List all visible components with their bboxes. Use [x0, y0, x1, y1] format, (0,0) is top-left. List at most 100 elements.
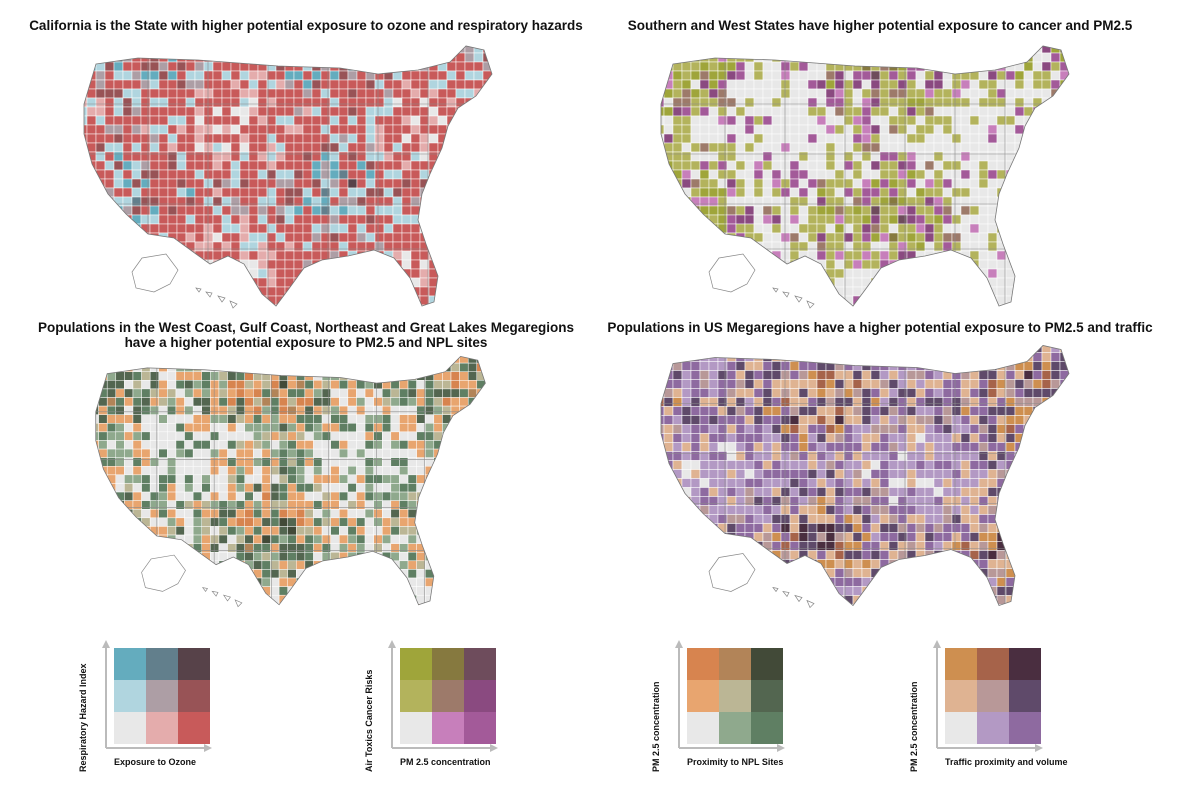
county-cell	[485, 362, 486, 372]
county-cell	[399, 560, 409, 570]
county-cell	[383, 115, 394, 126]
county-cell	[248, 115, 259, 126]
county-cell	[302, 124, 313, 135]
county-cell	[221, 46, 232, 54]
county-cell	[951, 79, 962, 90]
county-cell	[158, 97, 169, 108]
county-cell	[433, 356, 443, 364]
county-cell	[861, 160, 872, 171]
county-cell	[442, 388, 452, 398]
county-cell	[132, 517, 142, 527]
county-cell	[419, 142, 430, 153]
county-cell	[690, 106, 701, 117]
county-cell	[455, 232, 466, 243]
county-cell	[861, 345, 872, 353]
county-cell	[753, 277, 764, 288]
county-cell	[503, 595, 512, 604]
county-cell	[356, 414, 366, 424]
county-cell	[753, 379, 764, 389]
county-cell	[951, 295, 962, 306]
county-cell	[248, 151, 259, 162]
county-cell	[852, 169, 863, 180]
county-cell	[1059, 406, 1069, 416]
county-cell	[356, 543, 366, 553]
county-cell	[762, 232, 773, 243]
county-cell	[870, 70, 881, 81]
county-cell	[762, 160, 773, 171]
county-cell	[321, 500, 331, 510]
county-cell	[960, 61, 971, 72]
county-cell	[1041, 370, 1052, 380]
county-cell	[321, 474, 331, 484]
county-cell	[879, 115, 890, 126]
county-cell	[1059, 124, 1069, 135]
county-cell	[735, 345, 746, 353]
county-cell	[382, 448, 392, 458]
county-cell	[410, 241, 421, 252]
county-cell	[176, 277, 187, 288]
county-cell	[510, 116, 519, 125]
county-cell	[113, 232, 124, 243]
county-cell	[459, 397, 469, 407]
county-cell	[227, 423, 237, 433]
county-cell	[969, 124, 980, 135]
county-cell	[373, 414, 383, 424]
county-cell	[870, 88, 881, 99]
county-cell	[661, 250, 665, 261]
county-cell	[464, 124, 475, 135]
county-cell	[313, 586, 323, 596]
county-cell	[771, 259, 782, 270]
county-cell	[365, 268, 376, 279]
county-cell	[467, 362, 478, 372]
county-cell	[167, 88, 178, 99]
county-cell	[1014, 370, 1025, 380]
county-cell	[261, 491, 271, 501]
us-outline	[95, 356, 486, 606]
county-cell	[184, 586, 194, 596]
county-cell	[906, 268, 917, 279]
county-cell	[338, 250, 349, 261]
county-cell	[253, 534, 263, 544]
county-cell	[1050, 268, 1061, 279]
county-cell	[278, 577, 288, 587]
county-cell	[437, 196, 448, 207]
county-cell	[1041, 178, 1052, 189]
county-cell	[203, 160, 214, 171]
county-cell	[933, 133, 944, 144]
county-cell	[789, 415, 800, 425]
county-cell	[304, 577, 314, 587]
county-cell	[455, 169, 466, 180]
county-cell	[184, 414, 194, 424]
county-cell	[843, 259, 854, 270]
county-cell	[132, 500, 142, 510]
county-cell	[221, 304, 232, 306]
county-cell	[433, 569, 443, 579]
county-cell	[942, 88, 953, 99]
county-cell	[1078, 197, 1087, 206]
county-cell	[717, 178, 728, 189]
county-cell	[753, 52, 764, 63]
county-cell	[419, 259, 430, 270]
county-cell	[924, 223, 935, 234]
county-cell	[482, 205, 492, 216]
county-cell	[503, 492, 512, 501]
county-cell	[906, 196, 917, 207]
county-cell	[519, 260, 523, 269]
county-cell	[1050, 304, 1061, 306]
county-cell	[266, 178, 277, 189]
county-cell	[708, 388, 719, 398]
county-cell	[399, 448, 409, 458]
county-cell	[338, 79, 349, 90]
county-cell	[951, 259, 962, 270]
county-cell	[338, 142, 349, 153]
county-cell	[762, 124, 773, 135]
county-cell	[401, 52, 412, 63]
county-cell	[407, 362, 417, 372]
county-cell	[501, 278, 510, 287]
county-cell	[996, 88, 1007, 99]
county-cell	[383, 304, 394, 306]
county-cell	[951, 46, 962, 54]
county-cell	[798, 370, 809, 380]
county-cell	[960, 223, 971, 234]
county-cell	[780, 370, 791, 380]
